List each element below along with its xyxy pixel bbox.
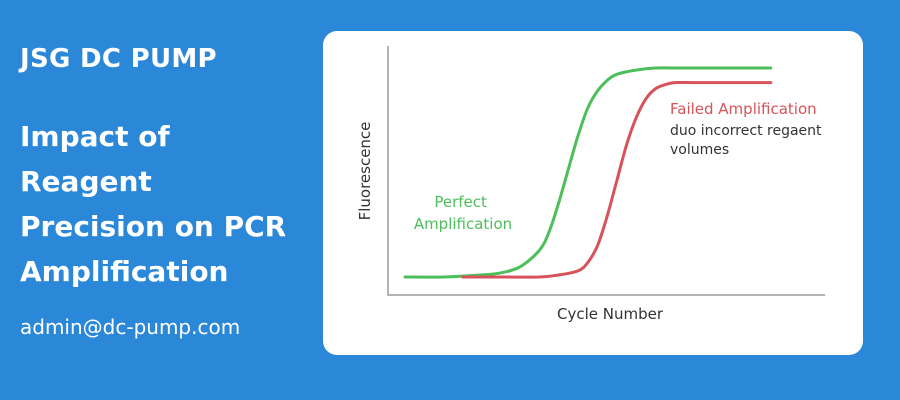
annotation-failed-note-line-1: duo incorrect regaent — [670, 123, 822, 139]
series-line-failed-amplification — [461, 80, 773, 279]
pcr-chart: Fluorescence Cycle Number Perfect Amplif… — [356, 46, 826, 323]
contact-email: admin@dc-pump.com — [20, 315, 241, 339]
series-line-perfect-amplification — [403, 66, 773, 279]
annotation-perfect-amplification: Perfect Amplification — [414, 193, 512, 233]
x-axis-label: Cycle Number — [557, 305, 664, 323]
headline: Impact of Reagent Precision on PCR Ampli… — [20, 114, 310, 294]
annotation-failed-note-line-2: volumes — [670, 142, 729, 158]
headline-line-2: Reagent — [20, 165, 152, 198]
chart-card: Fluorescence Cycle Number Perfect Amplif… — [323, 31, 863, 355]
annotation-perfect-line-2: Amplification — [414, 215, 512, 233]
y-axis-label: Fluorescence — [356, 122, 374, 221]
headline-line-3: Precision on PCR — [20, 210, 287, 243]
brand-title: JSG DC PUMP — [20, 44, 217, 74]
annotation-failed-line-1: Failed Amplification — [670, 100, 817, 118]
headline-line-4: Amplification — [20, 255, 229, 288]
headline-line-1: Impact of — [20, 120, 170, 153]
annotation-perfect-line-1: Perfect — [434, 193, 487, 211]
chart-axes — [387, 46, 825, 296]
annotation-failed-amplification: Failed Amplification — [670, 100, 817, 118]
annotation-failed-note: duo incorrect regaent volumes — [670, 123, 826, 158]
